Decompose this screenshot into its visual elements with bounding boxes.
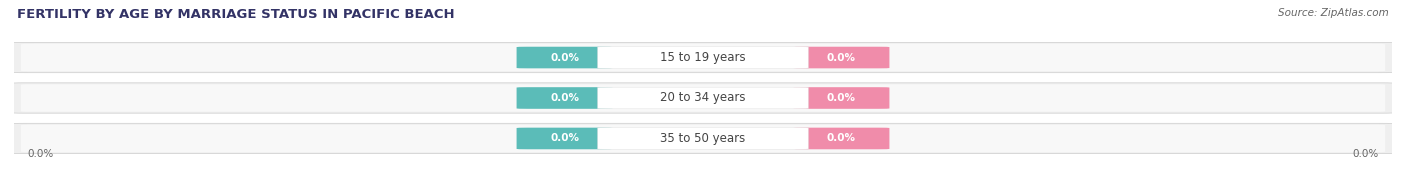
FancyBboxPatch shape bbox=[7, 42, 1399, 73]
FancyBboxPatch shape bbox=[7, 83, 1399, 113]
Text: 0.0%: 0.0% bbox=[827, 133, 856, 143]
Text: 0.0%: 0.0% bbox=[827, 93, 856, 103]
Text: 0.0%: 0.0% bbox=[550, 53, 579, 63]
FancyBboxPatch shape bbox=[21, 84, 1385, 112]
FancyBboxPatch shape bbox=[516, 128, 613, 149]
Text: 20 to 34 years: 20 to 34 years bbox=[661, 92, 745, 104]
Text: 35 to 50 years: 35 to 50 years bbox=[661, 132, 745, 145]
FancyBboxPatch shape bbox=[793, 128, 890, 149]
Text: 0.0%: 0.0% bbox=[28, 149, 53, 159]
FancyBboxPatch shape bbox=[21, 44, 1385, 71]
Text: 0.0%: 0.0% bbox=[1353, 149, 1378, 159]
Text: FERTILITY BY AGE BY MARRIAGE STATUS IN PACIFIC BEACH: FERTILITY BY AGE BY MARRIAGE STATUS IN P… bbox=[17, 8, 454, 21]
FancyBboxPatch shape bbox=[21, 125, 1385, 152]
FancyBboxPatch shape bbox=[7, 123, 1399, 154]
Text: 0.0%: 0.0% bbox=[550, 133, 579, 143]
FancyBboxPatch shape bbox=[598, 128, 808, 149]
FancyBboxPatch shape bbox=[793, 47, 890, 68]
FancyBboxPatch shape bbox=[516, 47, 613, 68]
FancyBboxPatch shape bbox=[516, 87, 613, 109]
FancyBboxPatch shape bbox=[598, 87, 808, 109]
FancyBboxPatch shape bbox=[793, 87, 890, 109]
FancyBboxPatch shape bbox=[598, 47, 808, 68]
Text: Source: ZipAtlas.com: Source: ZipAtlas.com bbox=[1278, 8, 1389, 18]
Text: 0.0%: 0.0% bbox=[550, 93, 579, 103]
Text: 15 to 19 years: 15 to 19 years bbox=[661, 51, 745, 64]
Text: 0.0%: 0.0% bbox=[827, 53, 856, 63]
